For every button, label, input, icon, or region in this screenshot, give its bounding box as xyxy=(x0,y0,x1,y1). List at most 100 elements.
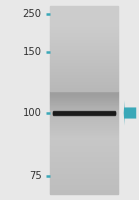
Text: 75: 75 xyxy=(29,171,42,181)
Bar xyxy=(50,143,118,144)
Bar xyxy=(50,174,118,175)
Bar xyxy=(50,178,118,179)
Bar xyxy=(50,37,118,38)
Bar xyxy=(50,183,118,184)
Bar xyxy=(50,126,118,127)
Bar xyxy=(50,62,118,63)
Bar xyxy=(50,13,118,14)
Bar xyxy=(50,188,118,189)
Bar xyxy=(50,173,118,174)
Bar xyxy=(50,146,118,147)
Bar xyxy=(50,59,118,60)
Bar xyxy=(50,128,118,129)
Bar xyxy=(50,60,118,61)
Bar xyxy=(50,166,118,167)
Bar xyxy=(50,147,118,148)
Text: 150: 150 xyxy=(23,47,42,57)
Bar xyxy=(50,9,118,10)
Bar xyxy=(50,141,118,142)
Bar xyxy=(50,136,118,137)
Bar xyxy=(50,89,118,90)
Bar xyxy=(50,45,118,46)
Bar xyxy=(50,121,118,122)
Bar xyxy=(50,67,118,68)
Bar xyxy=(50,167,118,168)
Bar xyxy=(50,186,118,187)
Bar xyxy=(50,132,118,133)
Bar xyxy=(50,18,118,19)
Bar xyxy=(50,17,118,18)
Bar xyxy=(50,70,118,71)
Bar xyxy=(50,158,118,159)
Bar xyxy=(50,108,118,109)
Bar xyxy=(50,171,118,172)
Bar xyxy=(50,23,118,24)
Bar xyxy=(50,150,118,151)
Bar xyxy=(50,8,118,9)
Bar xyxy=(50,153,118,154)
Bar xyxy=(50,127,118,128)
Bar xyxy=(50,40,118,41)
Bar xyxy=(50,144,118,145)
Bar xyxy=(50,7,118,8)
Bar xyxy=(50,49,118,50)
Bar xyxy=(50,77,118,78)
Bar xyxy=(50,55,118,56)
Bar xyxy=(50,189,118,190)
Bar xyxy=(50,107,118,108)
Bar xyxy=(50,43,118,44)
Bar xyxy=(50,164,118,165)
Bar xyxy=(50,54,118,55)
Bar xyxy=(50,181,118,182)
Bar xyxy=(50,160,118,161)
Bar xyxy=(50,64,118,65)
Bar xyxy=(50,179,118,180)
Bar xyxy=(50,11,118,12)
Bar xyxy=(50,113,118,114)
Bar xyxy=(50,28,118,29)
Bar xyxy=(50,190,118,191)
Bar xyxy=(50,138,118,139)
Bar xyxy=(50,106,118,107)
Bar xyxy=(50,52,118,53)
Bar xyxy=(50,63,118,64)
Bar xyxy=(50,15,118,16)
Bar xyxy=(50,93,118,94)
Bar xyxy=(50,83,118,84)
Bar xyxy=(50,58,118,59)
Bar xyxy=(50,19,118,20)
Bar xyxy=(50,90,118,91)
Bar xyxy=(50,125,118,126)
Bar xyxy=(50,36,118,37)
Bar xyxy=(50,139,118,140)
Bar xyxy=(50,85,118,86)
Bar xyxy=(50,191,118,192)
Bar xyxy=(50,88,118,89)
Bar xyxy=(50,29,118,30)
Bar xyxy=(50,27,118,28)
Bar xyxy=(50,180,118,181)
Bar xyxy=(50,184,118,185)
Bar xyxy=(53,111,115,115)
Bar xyxy=(50,129,118,130)
Bar xyxy=(50,98,118,99)
Bar xyxy=(50,170,118,171)
Bar xyxy=(50,157,118,158)
Bar xyxy=(50,109,118,110)
Bar xyxy=(50,71,118,72)
Bar xyxy=(50,122,118,123)
Bar xyxy=(50,114,118,115)
Bar xyxy=(50,51,118,52)
Bar xyxy=(50,50,118,51)
Bar xyxy=(50,119,118,120)
Bar xyxy=(50,44,118,45)
Bar xyxy=(50,172,118,173)
Bar xyxy=(50,14,118,15)
Bar xyxy=(50,72,118,73)
Bar xyxy=(50,86,118,87)
Bar xyxy=(50,34,118,35)
Bar xyxy=(50,82,118,83)
Bar xyxy=(50,154,118,155)
Bar xyxy=(50,57,118,58)
Bar xyxy=(50,61,118,62)
